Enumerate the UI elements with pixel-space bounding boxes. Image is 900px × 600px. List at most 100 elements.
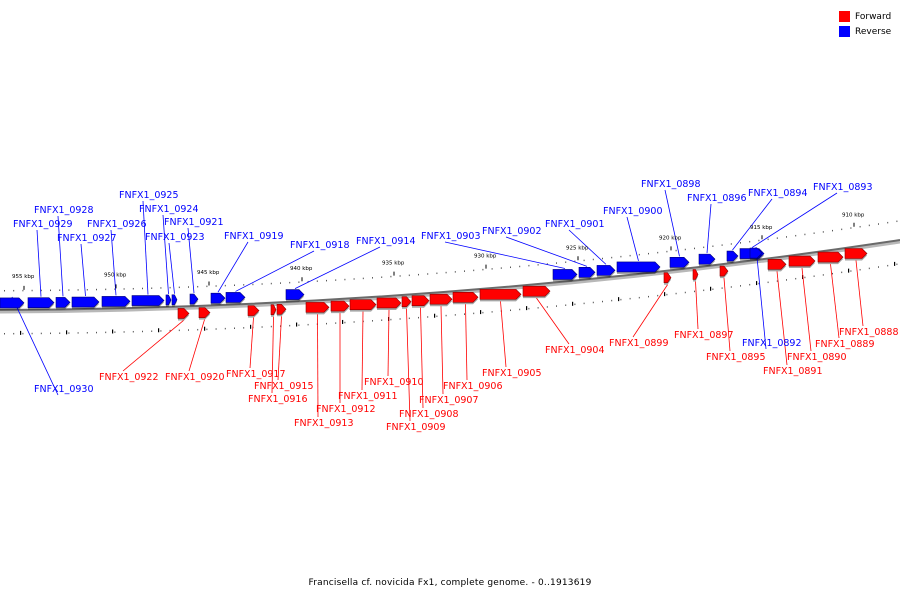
minor-tick	[675, 292, 677, 295]
gene-feature-fnfx1_0890[interactable]	[788, 255, 816, 267]
minor-tick	[813, 232, 815, 234]
gene-feature-fnfx1_0895[interactable]	[719, 265, 729, 277]
gene-feature-fnfx1_0916[interactable]	[270, 304, 277, 315]
gene-feature-fnfx1_0917[interactable]	[247, 305, 260, 316]
gene-label-fnfx1_0899: FNFX1_0899	[609, 338, 669, 349]
gene-feature-fnfx1_0889[interactable]	[817, 251, 844, 263]
gene-feature-fnfx1_0902[interactable]	[578, 267, 596, 278]
minor-tick	[40, 289, 42, 292]
gene-feature-fnfx1_0926[interactable]	[101, 296, 131, 307]
minor-tick	[694, 290, 695, 293]
minor-tick	[169, 286, 171, 289]
gene-label-fnfx1_0898: FNFX1_0898	[641, 179, 701, 190]
gene-feature-fnfx1_0891[interactable]	[767, 259, 787, 270]
minor-tick	[583, 259, 585, 262]
minor-tick	[13, 332, 15, 335]
gene-label-fnfx1_0909: FNFX1_0909	[386, 422, 446, 433]
minor-tick	[372, 277, 373, 279]
minor-tick	[482, 311, 484, 314]
gene-feature-fnfx1_0901[interactable]	[596, 265, 616, 276]
gene-feature-fnfx1_0922[interactable]	[177, 308, 190, 319]
gene-feature-fnfx1_0910[interactable]	[376, 297, 402, 309]
leader-line	[317, 314, 319, 418]
minor-tick	[335, 279, 337, 281]
gene-feature-fnfx1_0919[interactable]	[210, 292, 226, 304]
gene-feature-fnfx1_0900[interactable]	[616, 261, 661, 273]
minor-tick	[123, 331, 125, 333]
minor-tick	[804, 276, 806, 279]
gene-feature-fnfx1_0899[interactable]	[663, 272, 672, 284]
gene-feature-fnfx1_0918[interactable]	[225, 292, 246, 303]
minor-tick	[749, 240, 751, 243]
leader-line	[568, 229, 607, 265]
gene-feature-fnfx1_0921[interactable]	[189, 293, 199, 305]
minor-tick	[491, 311, 493, 313]
gene-feature-fnfx1_0925[interactable]	[131, 295, 165, 306]
minor-tick	[841, 271, 843, 274]
gene-label-fnfx1_0911: FNFX1_0911	[338, 391, 398, 402]
gene-feature-fnfx1_0898[interactable]	[669, 257, 690, 268]
gene-feature-fnfx1_0927[interactable]	[71, 296, 100, 308]
minor-tick	[694, 247, 695, 250]
minor-tick	[657, 294, 659, 297]
leader-line	[751, 192, 838, 248]
gene-feature-fnfx1_0924[interactable]	[165, 294, 172, 306]
gene-feature-fnfx1_0888[interactable]	[844, 248, 868, 259]
gene-feature-fnfx1_0896[interactable]	[698, 253, 716, 265]
minor-tick	[648, 252, 649, 255]
reverse-swatch	[839, 26, 850, 37]
gene-feature-fnfx1_0913[interactable]	[305, 302, 330, 313]
minor-tick	[390, 318, 392, 321]
gene-feature-fnfx1_0911[interactable]	[349, 299, 377, 310]
minor-tick	[243, 284, 245, 286]
minor-tick	[105, 331, 107, 334]
minor-tick	[602, 257, 603, 260]
gene-feature-fnfx1_0903[interactable]	[552, 269, 578, 280]
minor-tick	[666, 250, 668, 253]
minor-tick	[96, 331, 97, 334]
minor-tick	[280, 325, 281, 327]
scale-ticks	[4, 220, 898, 335]
leader-line	[162, 214, 169, 294]
major-tick-below	[710, 286, 712, 291]
leader-line	[420, 307, 424, 409]
gene-feature-fnfx1_0930[interactable]	[0, 297, 25, 309]
gene-label-fnfx1_0895: FNFX1_0895	[706, 352, 766, 363]
leader-line	[235, 250, 315, 292]
gene-feature-fnfx1_0915[interactable]	[276, 303, 287, 315]
minor-tick	[721, 244, 723, 246]
minor-tick	[132, 287, 134, 290]
gene-label-fnfx1_0903: FNFX1_0903	[421, 231, 481, 242]
gene-feature-fnfx1_0914[interactable]	[285, 289, 305, 300]
minor-tick	[326, 322, 327, 325]
minor-tick	[234, 284, 235, 286]
gene-feature-fnfx1_0904[interactable]	[522, 285, 551, 297]
gene-label-fnfx1_0894: FNFX1_0894	[748, 188, 808, 199]
gene-feature-fnfx1_0929[interactable]	[27, 297, 55, 308]
minor-tick	[473, 312, 475, 315]
minor-tick	[740, 242, 741, 244]
minor-tick	[381, 319, 383, 321]
gene-label-fnfx1_0924: FNFX1_0924	[139, 204, 199, 215]
gene-feature-fnfx1_0905[interactable]	[479, 289, 522, 300]
minor-tick	[399, 275, 401, 277]
minor-tick	[408, 317, 410, 320]
scale-label: 955 kbp	[12, 274, 35, 280]
minor-tick	[537, 264, 539, 266]
gene-label-fnfx1_0901: FNFX1_0901	[545, 219, 605, 230]
gene-feature-fnfx1_0923[interactable]	[171, 294, 178, 306]
gene-feature-fnfx1_0909[interactable]	[401, 296, 412, 308]
gene-feature-fnfx1_0920[interactable]	[198, 307, 211, 318]
gene-feature-fnfx1_0894[interactable]	[726, 250, 739, 262]
minor-tick	[556, 262, 557, 264]
gene-feature-fnfx1_0906[interactable]	[452, 291, 479, 303]
minor-tick	[758, 282, 760, 285]
gene-feature-fnfx1_0928[interactable]	[55, 297, 71, 308]
gene-feature-fnfx1_0908[interactable]	[411, 295, 430, 307]
gene-feature-fnfx1_0892[interactable]	[749, 247, 763, 259]
gene-feature-fnfx1_0897[interactable]	[692, 269, 699, 280]
gene-feature-fnfx1_0907[interactable]	[429, 293, 453, 305]
gene-feature-fnfx1_0912[interactable]	[330, 300, 350, 312]
minor-tick	[335, 322, 337, 324]
major-tick-below	[112, 329, 114, 334]
